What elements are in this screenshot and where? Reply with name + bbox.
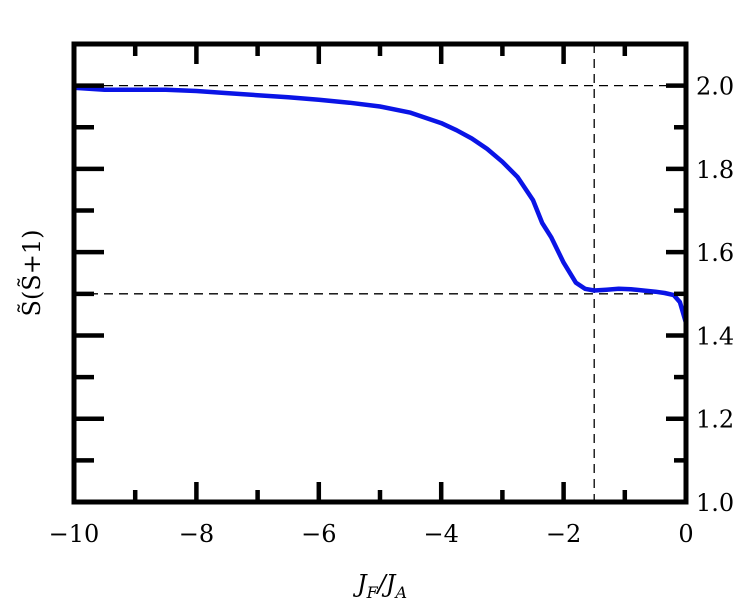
- reference-lines: [74, 44, 686, 502]
- x-axis-label: JF/JA: [352, 570, 407, 602]
- x-tick-label: −6: [301, 520, 336, 548]
- x-tick-label: −8: [179, 520, 214, 548]
- y-tick-label: 1.0: [696, 489, 734, 517]
- y-tick-label: 1.2: [696, 406, 734, 434]
- x-tick-label: −10: [49, 520, 100, 548]
- tick-labels: −10 −8 −6 −4 −2 01.0 1.2 1.4 1.6 1.8 2.0: [49, 73, 735, 548]
- x-tick-label: 0: [678, 520, 693, 548]
- series-layer: [71, 85, 689, 326]
- y-axis-label: S̃(S̃+1): [18, 230, 46, 317]
- plot-frame: [71, 41, 689, 505]
- y-tick-label: 1.8: [696, 156, 734, 184]
- y-tick-label: 2.0: [696, 73, 734, 101]
- series-line-0: [71, 85, 689, 326]
- x-tick-label: −4: [424, 520, 459, 548]
- x-tick-label: −2: [546, 520, 581, 548]
- y-tick-label: 1.4: [696, 322, 734, 350]
- y-tick-label: 1.6: [696, 239, 734, 267]
